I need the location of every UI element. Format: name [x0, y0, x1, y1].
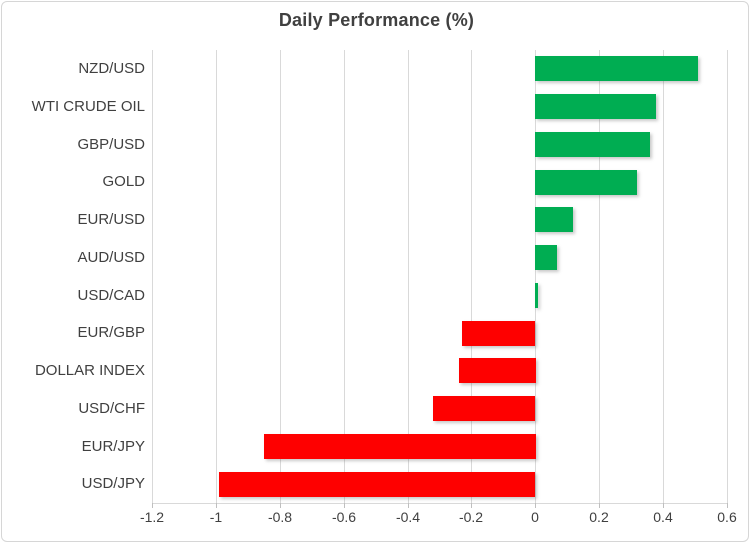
x-tick-label: 0.6	[717, 509, 737, 525]
category-label-wti-crude-oil: WTI CRUDE OIL	[31, 98, 145, 115]
bar-nzd-usd	[535, 56, 698, 81]
axis-tick	[152, 503, 153, 508]
gridline-x--1.2	[152, 50, 153, 503]
gridline-x-0	[535, 50, 536, 503]
axis-tick	[216, 503, 217, 508]
axis-tick	[599, 503, 600, 508]
gridline-x-0.6	[727, 50, 728, 503]
bar-eur-jpy	[264, 434, 536, 459]
category-label-eur-gbp: EUR/GBP	[77, 324, 145, 341]
axis-tick	[727, 503, 728, 508]
bar-gold	[535, 170, 637, 195]
category-label-nzd-usd: NZD/USD	[78, 60, 145, 77]
category-label-usd-jpy: USD/JPY	[81, 475, 145, 492]
bar-dollar-index	[459, 358, 536, 383]
axis-tick	[408, 503, 409, 508]
chart-title: Daily Performance (%)	[278, 10, 475, 30]
x-tick-label: -0.2	[458, 509, 484, 525]
category-label-gold: GOLD	[102, 173, 145, 190]
x-tick-label: -1.2	[139, 509, 165, 525]
category-label-gbp-usd: GBP/USD	[77, 136, 145, 153]
gridline-x--0.2	[471, 50, 472, 503]
gridline-x--1	[216, 50, 217, 503]
bar-usd-chf	[433, 396, 535, 421]
axis-tick	[344, 503, 345, 508]
category-label-eur-jpy: EUR/JPY	[81, 438, 145, 455]
bar-wti-crude-oil	[535, 94, 656, 119]
axis-tick	[471, 503, 472, 508]
bar-usd-cad	[535, 283, 538, 308]
gridline-x--0.8	[280, 50, 281, 503]
plot-area	[152, 50, 728, 508]
category-label-eur-usd: EUR/USD	[77, 211, 145, 228]
category-label-aud-usd: AUD/USD	[77, 249, 145, 266]
axis-tick	[663, 503, 664, 508]
category-label-usd-chf: USD/CHF	[78, 400, 145, 417]
gridline-x-0.4	[663, 50, 664, 503]
bar-aud-usd	[535, 245, 557, 270]
gridline-x-0.2	[599, 50, 600, 503]
x-tick-label: -1	[209, 509, 223, 525]
x-tick-label: 0.4	[653, 509, 673, 525]
bar-usd-jpy	[219, 472, 535, 497]
x-tick-label: -0.8	[267, 509, 293, 525]
bar-eur-gbp	[462, 321, 535, 346]
x-tick-label: 0	[531, 509, 539, 525]
category-label-usd-cad: USD/CAD	[77, 287, 145, 304]
x-tick-label: 0.2	[589, 509, 609, 525]
category-label-dollar-index: DOLLAR INDEX	[34, 362, 145, 379]
gridline-x--0.6	[344, 50, 345, 503]
x-tick-label: -0.6	[331, 509, 357, 525]
axis-tick	[535, 503, 536, 508]
x-tick-label: -0.4	[395, 509, 421, 525]
bar-eur-usd	[535, 207, 573, 232]
bar-gbp-usd	[535, 132, 650, 157]
gridline-x--0.4	[408, 50, 409, 503]
axis-tick	[280, 503, 281, 508]
